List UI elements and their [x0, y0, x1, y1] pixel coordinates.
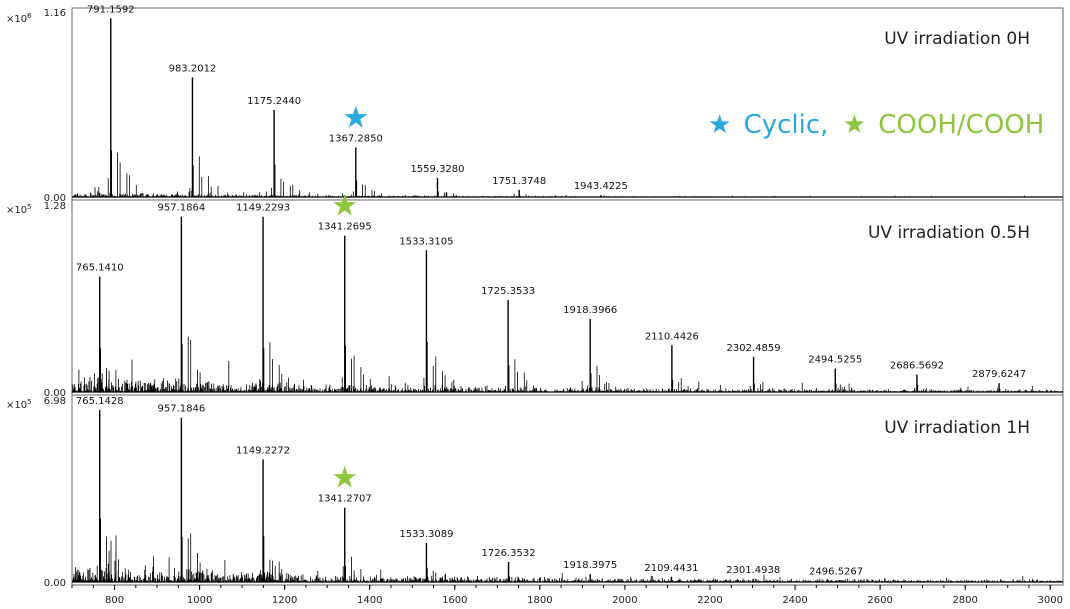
exponent-power: 5 [27, 203, 31, 211]
legend-star-cooh-icon: ★ [843, 110, 866, 140]
panel-title: UV irradiation 0.5H [868, 223, 1030, 243]
peak-label: 1725.3533 [481, 286, 535, 297]
x-tick-label: 2800 [952, 595, 977, 606]
peak-label: 765.1428 [76, 396, 124, 407]
x-tick-label: 1400 [357, 595, 382, 606]
y-max-label: 1.16 [44, 8, 66, 19]
peak-label: 2496.5267 [809, 567, 863, 578]
x-tick-label: 1800 [527, 595, 552, 606]
peak-label: 1149.2293 [236, 203, 290, 214]
peak-label: 2301.4938 [726, 565, 780, 576]
panel-title: UV irradiation 1H [884, 418, 1030, 438]
legend: ★ Cyclic, ★ COOH/COOH [708, 110, 1044, 140]
peak-label: 1918.3975 [563, 560, 617, 571]
legend-star-cyclic-icon: ★ [708, 110, 731, 140]
peak-label: 2302.4859 [727, 343, 781, 354]
y-exponent-label: ×105 [6, 398, 32, 411]
x-tick-label: 2400 [782, 595, 807, 606]
x-tick-label: 2200 [697, 595, 722, 606]
cooh-star-icon: ★ [331, 461, 358, 496]
y-max-label: 6.98 [44, 396, 66, 407]
peak-label: 791.1592 [87, 4, 135, 15]
peak-label: 1341.2695 [318, 222, 372, 233]
legend-label-cyclic: Cyclic, [744, 110, 829, 140]
peak-label: 957.1846 [158, 404, 206, 415]
panel-frame [71, 394, 1064, 586]
x-tick-label: 1000 [187, 595, 212, 606]
y-min-label: 0.00 [44, 388, 66, 399]
svg-text:★ Cyclic, ★: ★ Cyclic, ★ COOH/COOH [708, 110, 1044, 140]
spectrum-panel-2: 6.98 0.00 ×105 UV irradiation 1H 765.1428 957… [6, 394, 1064, 589]
exponent-power: 6 [27, 12, 32, 20]
peak-label: 1533.3089 [399, 529, 453, 540]
x-tick-label: 3000 [1038, 595, 1063, 606]
x-tick-label: 800 [105, 595, 124, 606]
y-exponent-label: ×105 [6, 203, 32, 216]
exponent-base: ×10 [6, 205, 27, 216]
y-min-label: 0.00 [44, 193, 66, 204]
exponent-base: ×10 [6, 400, 27, 411]
peak-label: 2879.6247 [972, 369, 1026, 380]
x-tick-label: 2600 [867, 595, 892, 606]
peak-label: 1367.2850 [329, 134, 383, 145]
cyclic-star-icon: ★ [342, 101, 369, 136]
peak-label: 1533.3105 [399, 236, 453, 247]
y-exponent-label: ×106 [6, 12, 32, 25]
peak-label: 1918.3966 [563, 305, 617, 316]
x-axis: 800 1000 1200 1400 1600 1800 2000 2200 2400 2600 2… [71, 585, 1063, 606]
peak-label: 2494.5255 [808, 355, 862, 366]
panel-title: UV irradiation 0H [884, 29, 1030, 49]
cooh-star-icon: ★ [331, 189, 358, 224]
peak-label: 1341.2707 [318, 494, 372, 505]
x-tick-label: 1600 [442, 595, 467, 606]
baseline-noise [72, 518, 1063, 582]
peak-label: 2109.4431 [644, 563, 698, 574]
x-tick-label: 2000 [612, 595, 637, 606]
peak-label: 1726.3532 [481, 548, 535, 559]
peak-label: 2110.4426 [645, 331, 699, 342]
peak-label: 1175.2440 [247, 96, 301, 107]
y-min-label: 0.00 [44, 578, 66, 589]
baseline-noise [73, 150, 1063, 197]
peak-label: 957.1864 [158, 203, 206, 214]
exponent-base: ×10 [6, 14, 27, 25]
spectrum-panel-0: 1.16 0.00 ×106 UV irradiation 0H 791.1592 983… [6, 4, 1064, 204]
peak-label: 983.2012 [169, 63, 217, 74]
peak-label: 765.1410 [76, 263, 124, 274]
peak-label: 1149.2272 [236, 445, 290, 456]
legend-label-cooh: COOH/COOH [878, 110, 1044, 140]
y-max-label: 1.28 [44, 201, 66, 212]
peak-label: 1751.3748 [492, 176, 546, 187]
peak-label: 2686.5692 [890, 360, 944, 371]
peak-label: 1559.3280 [410, 164, 464, 175]
x-tick-label: 1200 [272, 595, 297, 606]
peak-label: 1943.4225 [574, 181, 628, 192]
exponent-power: 5 [27, 398, 31, 406]
